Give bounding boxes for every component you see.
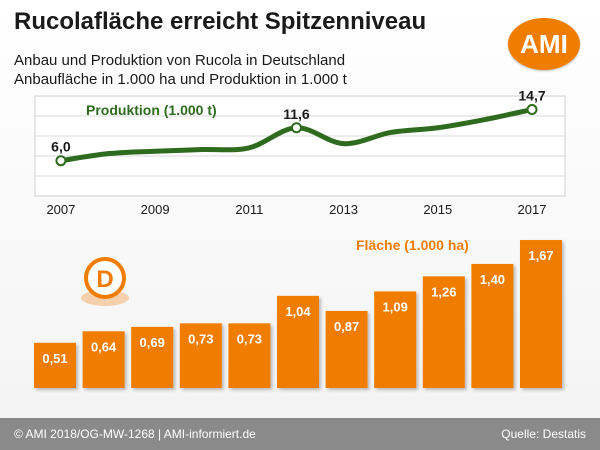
marker-letter: D: [96, 266, 113, 293]
line-chart-plot-area: [34, 95, 566, 197]
area-bar-2010: [179, 323, 222, 388]
area-data-label-2012: 1,04: [285, 304, 311, 319]
ami-logo: AMI: [508, 18, 580, 70]
chart-canvas: 6,0 11,6 14,7 2007 2009 2011 2013 2015 2017 Pro…: [34, 88, 566, 388]
production-series-label: Produktion (1.000 t): [86, 102, 217, 118]
production-point-2007: [55, 155, 67, 167]
area-data-label-2017: 1,67: [528, 248, 553, 263]
production-data-label-2007: 6,0: [51, 139, 71, 155]
area-data-label-2016: 1,40: [480, 272, 505, 287]
production-data-label-2017: 14,7: [518, 88, 545, 104]
area-data-label-2009: 0,69: [140, 335, 165, 350]
area-bar-2013: [325, 310, 368, 388]
x-tick-label-2017: 2017: [518, 202, 547, 217]
area-bar-2015: [422, 276, 465, 388]
x-tick-label-2013: 2013: [329, 202, 358, 217]
area-data-label-2015: 1,26: [431, 284, 456, 299]
area-bar-2017: [520, 240, 562, 388]
production-point-2012: [290, 122, 302, 134]
germany-marker-icon: D: [81, 257, 129, 306]
footer-bar: © AMI 2018/OG-MW-1268 | AMI-informiert.d…: [0, 418, 600, 450]
footer-source: Quelle: Destatis: [501, 427, 586, 441]
x-tick-label-2015: 2015: [423, 202, 452, 217]
area-data-label-2013: 0,87: [334, 319, 359, 334]
area-data-label-2008: 0,64: [91, 339, 117, 354]
x-tick-label-2011: 2011: [235, 202, 263, 217]
area-bar-2007: [34, 342, 76, 388]
area-bar-2009: [131, 326, 174, 388]
x-tick-label-2009: 2009: [141, 202, 170, 217]
x-tick-label-2007: 2007: [46, 202, 75, 217]
footer-copyright: © AMI 2018/OG-MW-1268 | AMI-informiert.d…: [14, 427, 256, 441]
area-data-label-2010: 0,73: [188, 331, 213, 346]
area-bar-2014: [374, 291, 417, 388]
area-bar-2008: [82, 331, 125, 388]
line-chart-grid: [35, 115, 565, 177]
subtitle-units: Anbaufläche in 1.000 ha und Produktion i…: [14, 71, 347, 88]
area-data-label-2011: 0,73: [237, 331, 262, 346]
page-title: Rucolafläche erreicht Spitzenniveau: [14, 8, 427, 35]
area-data-label-2014: 1,09: [383, 299, 408, 314]
area-data-label-2007: 0,51: [42, 351, 67, 366]
area-bar-2016: [471, 263, 514, 388]
area-series-label: Fläche (1.000 ha): [356, 237, 469, 253]
area-bar-2011: [228, 323, 271, 388]
production-data-label-2012: 11,6: [283, 106, 310, 122]
area-bar-2012: [277, 295, 319, 388]
subtitle-area-production: Anbau und Produktion von Rucola in Deuts…: [14, 52, 346, 69]
production-point-2017: [526, 104, 538, 116]
